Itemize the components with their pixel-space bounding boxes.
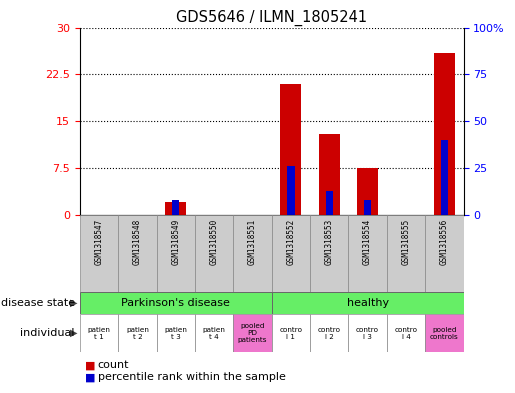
Text: contro
l 2: contro l 2	[318, 327, 341, 340]
Text: contro
l 4: contro l 4	[394, 327, 418, 340]
Text: count: count	[98, 360, 129, 371]
Bar	[157, 314, 195, 352]
Bar	[272, 292, 464, 314]
Bar	[157, 215, 195, 292]
Bar	[364, 200, 371, 215]
Bar	[233, 314, 272, 352]
Title: GDS5646 / ILMN_1805241: GDS5646 / ILMN_1805241	[176, 10, 367, 26]
Bar	[272, 215, 310, 292]
Bar	[233, 215, 272, 292]
Text: ■: ■	[85, 372, 95, 382]
Bar	[118, 215, 157, 292]
Text: GSM1318553: GSM1318553	[325, 219, 334, 265]
Text: GSM1318555: GSM1318555	[402, 219, 410, 265]
Text: GSM1318552: GSM1318552	[286, 219, 295, 265]
Bar	[272, 314, 310, 352]
Text: patien
t 3: patien t 3	[164, 327, 187, 340]
Text: GSM1318548: GSM1318548	[133, 219, 142, 265]
Text: GSM1318556: GSM1318556	[440, 219, 449, 265]
Text: pooled
controls: pooled controls	[430, 327, 459, 340]
Bar	[348, 215, 387, 292]
Bar	[425, 314, 464, 352]
Text: disease state: disease state	[1, 298, 75, 308]
Bar	[310, 314, 348, 352]
Text: GSM1318549: GSM1318549	[171, 219, 180, 265]
Text: patien
t 1: patien t 1	[88, 327, 110, 340]
Text: percentile rank within the sample: percentile rank within the sample	[98, 372, 286, 382]
Text: GSM1318551: GSM1318551	[248, 219, 257, 265]
Bar	[287, 166, 295, 215]
Bar	[280, 84, 301, 215]
Text: ▶: ▶	[70, 298, 77, 308]
Bar	[80, 215, 118, 292]
Bar	[195, 314, 233, 352]
Bar	[434, 53, 455, 215]
Text: pooled
PD
patients: pooled PD patients	[238, 323, 267, 343]
Text: ■: ■	[85, 360, 95, 371]
Bar	[325, 191, 333, 215]
Text: contro
l 3: contro l 3	[356, 327, 379, 340]
Text: ▶: ▶	[70, 328, 77, 338]
Text: healthy: healthy	[347, 298, 389, 308]
Bar	[387, 215, 425, 292]
Bar	[441, 140, 448, 215]
Bar	[348, 314, 387, 352]
Bar	[387, 314, 425, 352]
Bar	[165, 202, 186, 215]
Bar	[80, 314, 118, 352]
Bar	[310, 215, 348, 292]
Bar	[195, 215, 233, 292]
Bar	[357, 168, 378, 215]
Text: patien
t 4: patien t 4	[203, 327, 226, 340]
Bar	[80, 292, 272, 314]
Text: individual: individual	[20, 328, 75, 338]
Bar	[319, 134, 340, 215]
Text: Parkinson's disease: Parkinson's disease	[122, 298, 230, 308]
Bar	[172, 200, 179, 215]
Text: GSM1318547: GSM1318547	[95, 219, 104, 265]
Text: GSM1318554: GSM1318554	[363, 219, 372, 265]
Text: contro
l 1: contro l 1	[279, 327, 302, 340]
Bar	[425, 215, 464, 292]
Bar	[118, 314, 157, 352]
Text: GSM1318550: GSM1318550	[210, 219, 218, 265]
Text: patien
t 2: patien t 2	[126, 327, 149, 340]
